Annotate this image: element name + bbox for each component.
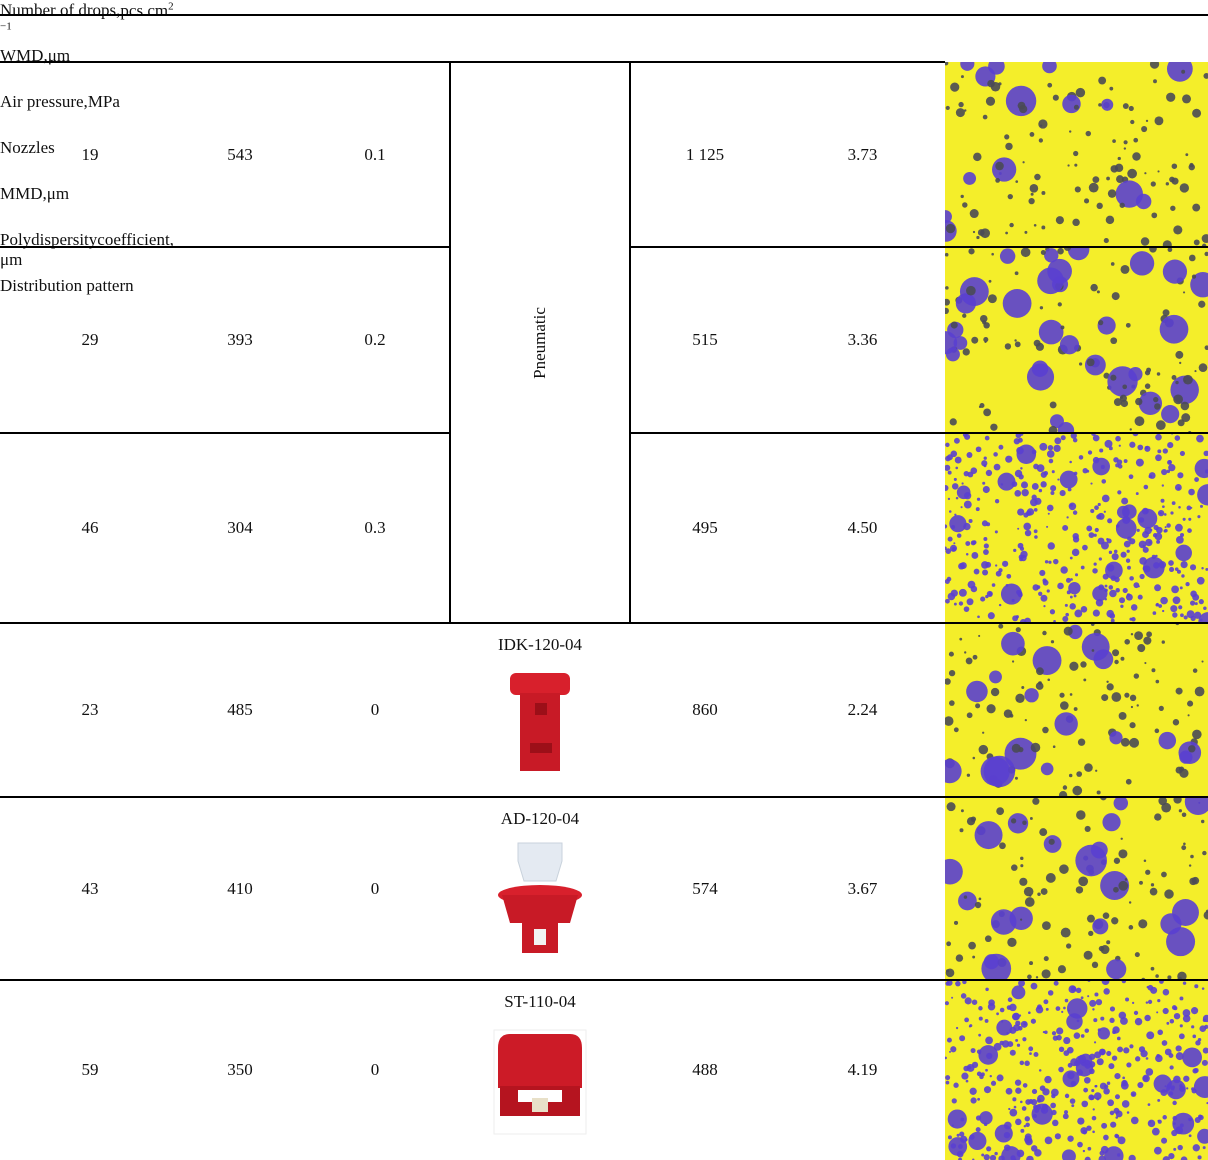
page: Number of drops,pcs cm2 −1WMD,μmAir pres…	[0, 0, 1208, 1160]
table-cell: 2.24	[780, 623, 945, 797]
table-cell: 0	[300, 980, 450, 1160]
table-cell: 3.36	[780, 247, 945, 433]
distribution-pattern	[945, 797, 1208, 980]
table-cell: 19	[0, 62, 180, 247]
column-rule	[629, 62, 631, 623]
nozzle-label: IDK-120-04	[450, 635, 630, 655]
table-cell: 3.67	[780, 797, 945, 980]
table: Number of drops,pcs cm2 −1WMD,μmAir pres…	[0, 0, 1208, 322]
column-rule	[449, 62, 451, 623]
distribution-pattern	[945, 62, 1208, 247]
table-cell: 0.3	[300, 433, 450, 623]
table-cell: 29	[0, 247, 180, 433]
table-cell: 485	[180, 623, 300, 797]
table-cell: 304	[180, 433, 300, 623]
table-cell: 4.19	[780, 980, 945, 1160]
nozzle-image	[480, 837, 600, 957]
header-text: pcs cm	[120, 1, 168, 20]
table-cell: 46	[0, 433, 180, 623]
nozzle-shape	[534, 929, 546, 945]
table-cell: 515	[630, 247, 780, 433]
nozzle-shape	[530, 743, 552, 753]
nozzle-image	[480, 663, 600, 783]
nozzle-shape	[498, 1034, 582, 1088]
nozzle-cell: Pneumatic	[450, 62, 630, 623]
row-rule	[0, 979, 1208, 981]
rule	[0, 14, 1208, 16]
table-cell: 410	[180, 797, 300, 980]
table-cell: 43	[0, 797, 180, 980]
nozzle-image	[480, 1020, 600, 1140]
nozzle-shape	[510, 673, 570, 695]
nozzle-label: ST-110-04	[450, 992, 630, 1012]
table-cell: 488	[630, 980, 780, 1160]
table-cell: 574	[630, 797, 780, 980]
row-rule	[630, 246, 1208, 248]
distribution-pattern	[945, 247, 1208, 433]
table-cell: 23	[0, 623, 180, 797]
nozzle-label: AD-120-04	[450, 809, 630, 829]
nozzle-shape	[532, 1098, 548, 1112]
table-cell: 393	[180, 247, 300, 433]
table-cell: 543	[180, 62, 300, 247]
table-cell: 3.73	[780, 62, 945, 247]
distribution-pattern	[945, 433, 1208, 623]
header-text: Number of drops,	[0, 1, 120, 20]
table-cell: 0	[300, 623, 450, 797]
table-cell: 1 125	[630, 62, 780, 247]
table-cell: 495	[630, 433, 780, 623]
row-rule	[0, 246, 450, 248]
table-cell: 4.50	[780, 433, 945, 623]
row-rule	[630, 432, 1208, 434]
row-rule	[0, 796, 1208, 798]
table-cell: 59	[0, 980, 180, 1160]
table-cell: 0	[300, 797, 450, 980]
nozzle-label: Pneumatic	[531, 307, 549, 379]
nozzle-shape	[518, 843, 562, 881]
table-cell: 860	[630, 623, 780, 797]
row-rule	[0, 622, 1208, 624]
table-cell: 350	[180, 980, 300, 1160]
table-cell: 0.2	[300, 247, 450, 433]
distribution-pattern	[945, 623, 1208, 797]
table-cell: 0.1	[300, 62, 450, 247]
nozzle-shape	[535, 703, 547, 715]
distribution-pattern	[945, 980, 1208, 1160]
header-cell: Number of drops,pcs cm2 −1	[0, 0, 180, 46]
row-rule	[0, 432, 450, 434]
